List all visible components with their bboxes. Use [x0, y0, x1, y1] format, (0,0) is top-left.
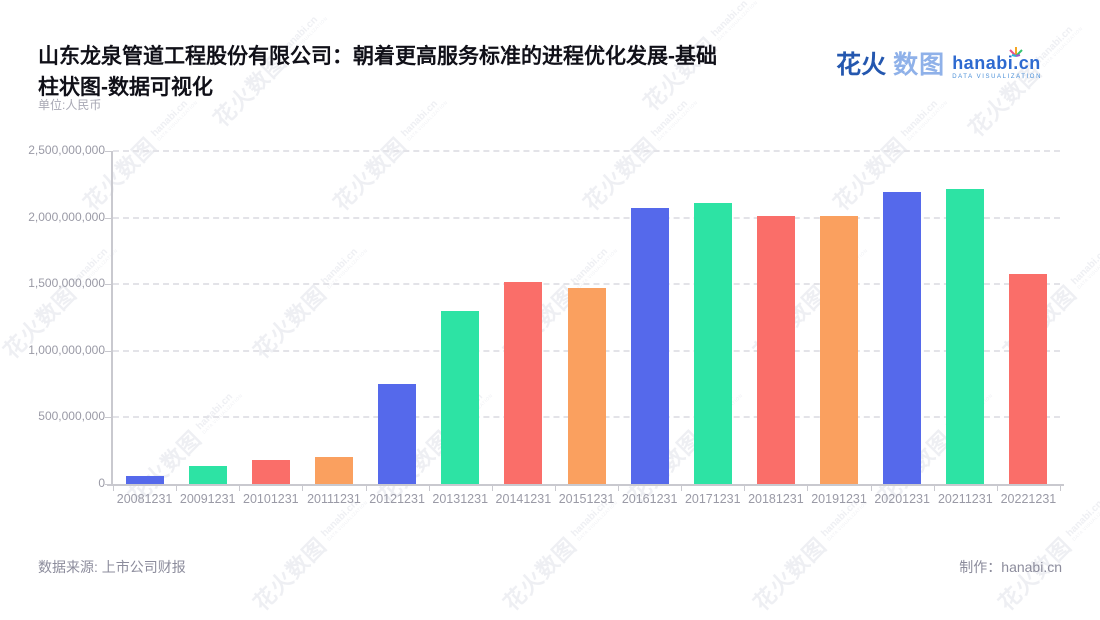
x-tick — [302, 486, 304, 491]
x-axis-tick-label: 20221231 — [1000, 492, 1057, 506]
bar-20161231[interactable] — [630, 208, 669, 484]
bar-20221231[interactable] — [1009, 274, 1048, 484]
hanabi-logo: 花火 数图 hanabi.cn DATA VISUALIZATION — [836, 47, 1042, 80]
y-tick — [105, 151, 111, 152]
x-axis-tick-label: 20131231 — [432, 492, 489, 506]
bar-20111231[interactable] — [314, 456, 353, 484]
x-axis-tick-label: 20181231 — [748, 492, 804, 506]
x-tick — [618, 486, 620, 491]
y-axis-tick-label: 2,500,000,000 — [28, 143, 105, 157]
y-axis-line — [111, 151, 113, 484]
x-tick — [996, 486, 998, 491]
page-title-line1: 山东龙泉管道工程股份有限公司：朝着更高服务标准的进程优化发展-基础 — [38, 45, 717, 68]
bar-20181231[interactable] — [756, 215, 795, 484]
bar-20131231[interactable] — [441, 310, 480, 484]
bar-20141231[interactable] — [504, 282, 543, 484]
x-tick — [113, 486, 114, 491]
sparkle-icon — [1008, 44, 1024, 62]
x-axis-tick-label: 20121231 — [369, 492, 425, 506]
x-tick — [933, 486, 935, 491]
x-tick — [681, 486, 683, 491]
x-axis-tick-label: 20091231 — [179, 492, 236, 506]
bar-20091231[interactable] — [188, 466, 227, 484]
gridline — [113, 150, 1060, 152]
bar-20211231[interactable] — [946, 188, 985, 484]
bar-20201231[interactable] — [883, 192, 922, 484]
bar-20171231[interactable] — [693, 202, 732, 484]
logo-cn-light: 数图 — [893, 51, 946, 79]
bar-20191231[interactable] — [820, 215, 859, 484]
gridline — [113, 216, 1060, 219]
y-tick — [105, 217, 111, 219]
x-axis-tick-label: 20161231 — [621, 492, 678, 506]
x-axis-tick-label: 20191231 — [811, 492, 867, 506]
x-tick — [365, 486, 367, 491]
page-title: 山东龙泉管道工程股份有限公司：朝着更高服务标准的进程优化发展-基础 柱状图-数据… — [38, 41, 858, 103]
y-axis-tick-label: 1,500,000,000 — [28, 276, 105, 291]
x-tick — [554, 486, 556, 491]
y-axis-tick-label: 1,000,000,000 — [28, 342, 105, 357]
x-tick — [491, 486, 493, 491]
y-tick — [105, 417, 111, 419]
logo-subtitle: DATA VISUALIZATION — [952, 74, 1042, 80]
x-tick — [428, 486, 430, 491]
x-tick — [744, 486, 746, 491]
unit-label: 单位:人民币 — [38, 98, 102, 112]
credit-note: 制作：hanabi.cn — [959, 559, 1062, 575]
x-tick — [1060, 486, 1061, 491]
x-axis-tick-label: 20211231 — [937, 492, 993, 506]
page-title-line2: 柱状图-数据可视化 — [38, 76, 213, 99]
y-axis-tick-label: 500,000,000 — [38, 409, 105, 424]
bar-20121231[interactable] — [378, 384, 417, 484]
y-tick — [105, 350, 111, 352]
x-tick — [176, 486, 178, 491]
x-axis-tick-label: 20201231 — [874, 492, 930, 506]
y-axis-tick-label: 2,000,000,000 — [28, 209, 105, 224]
y-tick — [105, 484, 111, 485]
x-tick — [807, 486, 809, 491]
y-axis-tick-label: 0 — [98, 476, 105, 490]
logo-en-text: hanabi.cn — [952, 53, 1041, 73]
x-tick — [870, 486, 872, 491]
logo-wordmark: hanabi.cn DATA VISUALIZATION — [952, 47, 1042, 80]
gridline — [113, 283, 1060, 286]
x-axis-tick-label: 20151231 — [558, 492, 615, 506]
x-axis-tick-label: 20141231 — [495, 492, 552, 506]
x-axis-tick-label: 20101231 — [243, 492, 299, 506]
data-source-note: 数据来源: 上市公司财报 — [38, 559, 186, 575]
y-tick — [105, 284, 111, 286]
x-axis-tick-label: 20081231 — [116, 492, 173, 506]
x-axis-tick-label: 20111231 — [307, 492, 361, 506]
logo-cn-bold: 花火 — [836, 51, 887, 79]
x-axis-tick-label: 20171231 — [684, 492, 741, 506]
bar-20151231[interactable] — [567, 288, 606, 484]
bar-20081231[interactable] — [125, 476, 164, 484]
bar-20101231[interactable] — [251, 460, 290, 484]
x-axis-line — [107, 484, 1064, 486]
x-tick — [239, 486, 241, 491]
